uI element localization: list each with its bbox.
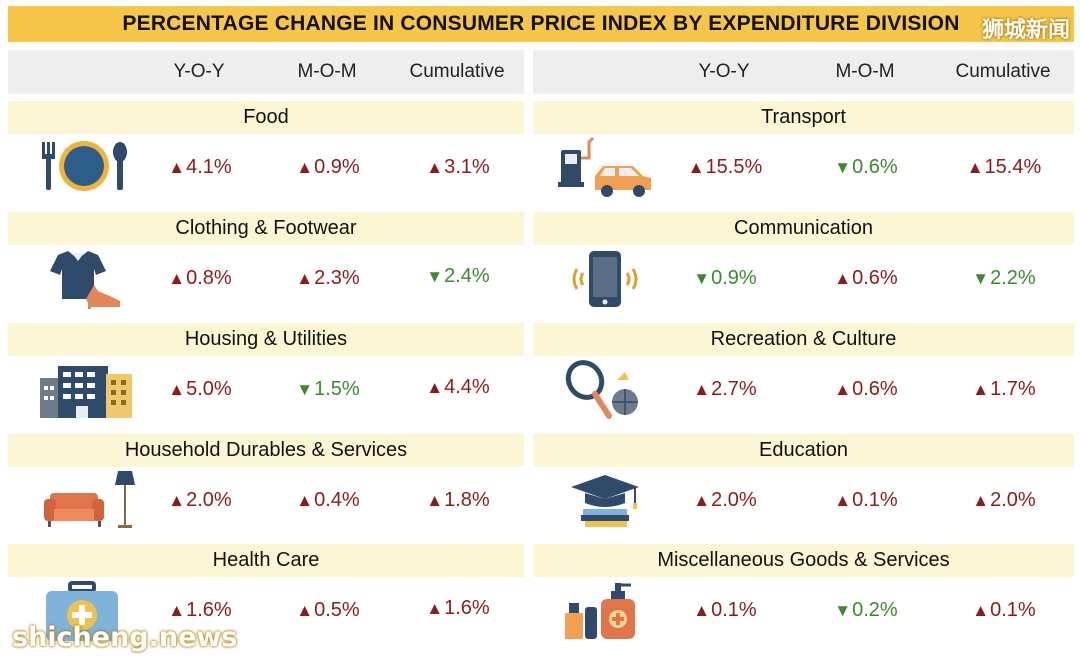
division-label-food: Food — [8, 101, 524, 134]
left-column: Y-O-Y M-O-M Cumulative Food ▲4.1% ▲0.9% … — [8, 50, 524, 647]
right-column-header: Y-O-Y M-O-M Cumulative — [533, 50, 1074, 94]
communication-cumulative-value: ▼2.2% — [972, 267, 1036, 289]
header-yoy: Y-O-Y — [173, 61, 225, 82]
division-row-misc: ▲0.1% ▼0.2% ▲0.1% — [533, 577, 1074, 647]
division-label-recreation: Recreation & Culture — [533, 323, 1074, 356]
recreation-yoy-value: ▲2.7% — [693, 378, 757, 400]
buildings-icon — [36, 358, 136, 422]
plate-cutlery-icon — [36, 136, 136, 200]
watermark-top-right: 狮城新闻 — [981, 18, 1070, 43]
mobile-phone-icon — [555, 247, 655, 311]
transport-yoy-value: ▲15.5% — [687, 156, 763, 178]
transport-mom-value: ▼0.6% — [834, 156, 898, 178]
division-label-housing: Housing & Utilities — [8, 323, 524, 356]
division-name: Education — [759, 439, 848, 461]
household-cumulative-value: ▲1.8% — [426, 489, 490, 511]
watermark-bottom-left: shicheng.news — [12, 622, 238, 653]
clothing-cumulative-value: ▼2.4% — [426, 265, 490, 287]
division-row-transport: ▲15.5% ▼0.6% ▲15.4% — [533, 134, 1074, 204]
division-row-education: ▲2.0% ▲0.1% ▲2.0% — [533, 467, 1074, 537]
division-row-recreation: ▲2.7% ▲0.6% ▲1.7% — [533, 356, 1074, 426]
education-yoy-value: ▲2.0% — [693, 489, 757, 511]
clothing-yoy-value: ▲0.8% — [168, 267, 232, 289]
education-mom-value: ▲0.1% — [834, 489, 898, 511]
misc-cumulative-value: ▲0.1% — [972, 599, 1036, 621]
clothing-mom-value: ▲2.3% — [296, 267, 360, 289]
division-name: Housing & Utilities — [184, 328, 348, 350]
health-mom-value: ▲0.5% — [296, 599, 360, 621]
transport-cumulative-value: ▲15.4% — [966, 156, 1042, 178]
food-mom-value: ▲0.9% — [296, 156, 360, 178]
health-yoy-value: ▲1.6% — [168, 599, 232, 621]
housing-mom-value: ▼1.5% — [296, 378, 360, 400]
header-mom: M-O-M — [297, 61, 357, 82]
page-title-text: PERCENTAGE CHANGE IN CONSUMER PRICE INDE… — [122, 12, 960, 35]
division-row-housing: ▲5.0% ▼1.5% ▲4.4% — [8, 356, 524, 426]
misc-yoy-value: ▲0.1% — [693, 599, 757, 621]
housing-cumulative-value: ▲4.4% — [426, 376, 490, 398]
misc-mom-value: ▼0.2% — [834, 599, 898, 621]
recreation-mom-value: ▲0.6% — [834, 378, 898, 400]
sofa-lamp-icon — [36, 469, 136, 533]
communication-mom-value: ▲0.6% — [834, 267, 898, 289]
right-column: Y-O-Y M-O-M Cumulative Transport ▲15.5% … — [533, 50, 1074, 647]
communication-yoy-value: ▼0.9% — [693, 267, 757, 289]
header-yoy: Y-O-Y — [698, 61, 750, 82]
household-mom-value: ▲0.4% — [296, 489, 360, 511]
division-name: Communication — [734, 217, 873, 239]
division-label-transport: Transport — [533, 101, 1074, 134]
cosmetics-bottles-icon — [555, 579, 655, 643]
division-name: Transport — [761, 106, 846, 128]
housing-yoy-value: ▲5.0% — [168, 378, 232, 400]
division-label-clothing: Clothing & Footwear — [8, 212, 524, 245]
division-name: Health Care — [212, 549, 320, 571]
division-row-food: ▲4.1% ▲0.9% ▲3.1% — [8, 134, 524, 204]
fuel-pump-car-icon — [555, 136, 655, 200]
page-title: PERCENTAGE CHANGE IN CONSUMER PRICE INDE… — [8, 6, 1074, 42]
division-label-health: Health Care — [8, 544, 524, 577]
graduation-cap-books-icon — [555, 469, 655, 533]
header-cumulative: Cumulative — [409, 61, 505, 82]
division-name: Food — [243, 106, 289, 128]
tennis-racket-ball-icon — [555, 358, 655, 422]
shirt-shoe-icon — [36, 247, 136, 311]
division-row-communication: ▼0.9% ▲0.6% ▼2.2% — [533, 245, 1074, 315]
division-label-education: Education — [533, 434, 1074, 467]
food-cumulative-value: ▲3.1% — [426, 156, 490, 178]
division-label-household: Household Durables & Services — [8, 434, 524, 467]
first-aid-kit-icon — [36, 579, 136, 643]
education-cumulative-value: ▲2.0% — [972, 489, 1036, 511]
division-name: Clothing & Footwear — [175, 217, 357, 239]
division-label-misc: Miscellaneous Goods & Services — [533, 544, 1074, 577]
header-mom: M-O-M — [835, 61, 895, 82]
division-row-clothing: ▲0.8% ▲2.3% ▼2.4% — [8, 245, 524, 315]
division-row-household: ▲2.0% ▲0.4% ▲1.8% — [8, 467, 524, 537]
header-cumulative: Cumulative — [955, 61, 1051, 82]
division-name: Household Durables & Services — [124, 439, 408, 461]
division-name: Recreation & Culture — [710, 328, 897, 350]
left-column-header: Y-O-Y M-O-M Cumulative — [8, 50, 524, 94]
health-cumulative-value: ▲1.6% — [426, 597, 490, 619]
food-yoy-value: ▲4.1% — [168, 156, 232, 178]
recreation-cumulative-value: ▲1.7% — [972, 378, 1036, 400]
division-name: Miscellaneous Goods & Services — [657, 549, 950, 571]
household-yoy-value: ▲2.0% — [168, 489, 232, 511]
division-label-communication: Communication — [533, 212, 1074, 245]
division-row-health: ▲1.6% ▲0.5% ▲1.6% — [8, 577, 524, 647]
